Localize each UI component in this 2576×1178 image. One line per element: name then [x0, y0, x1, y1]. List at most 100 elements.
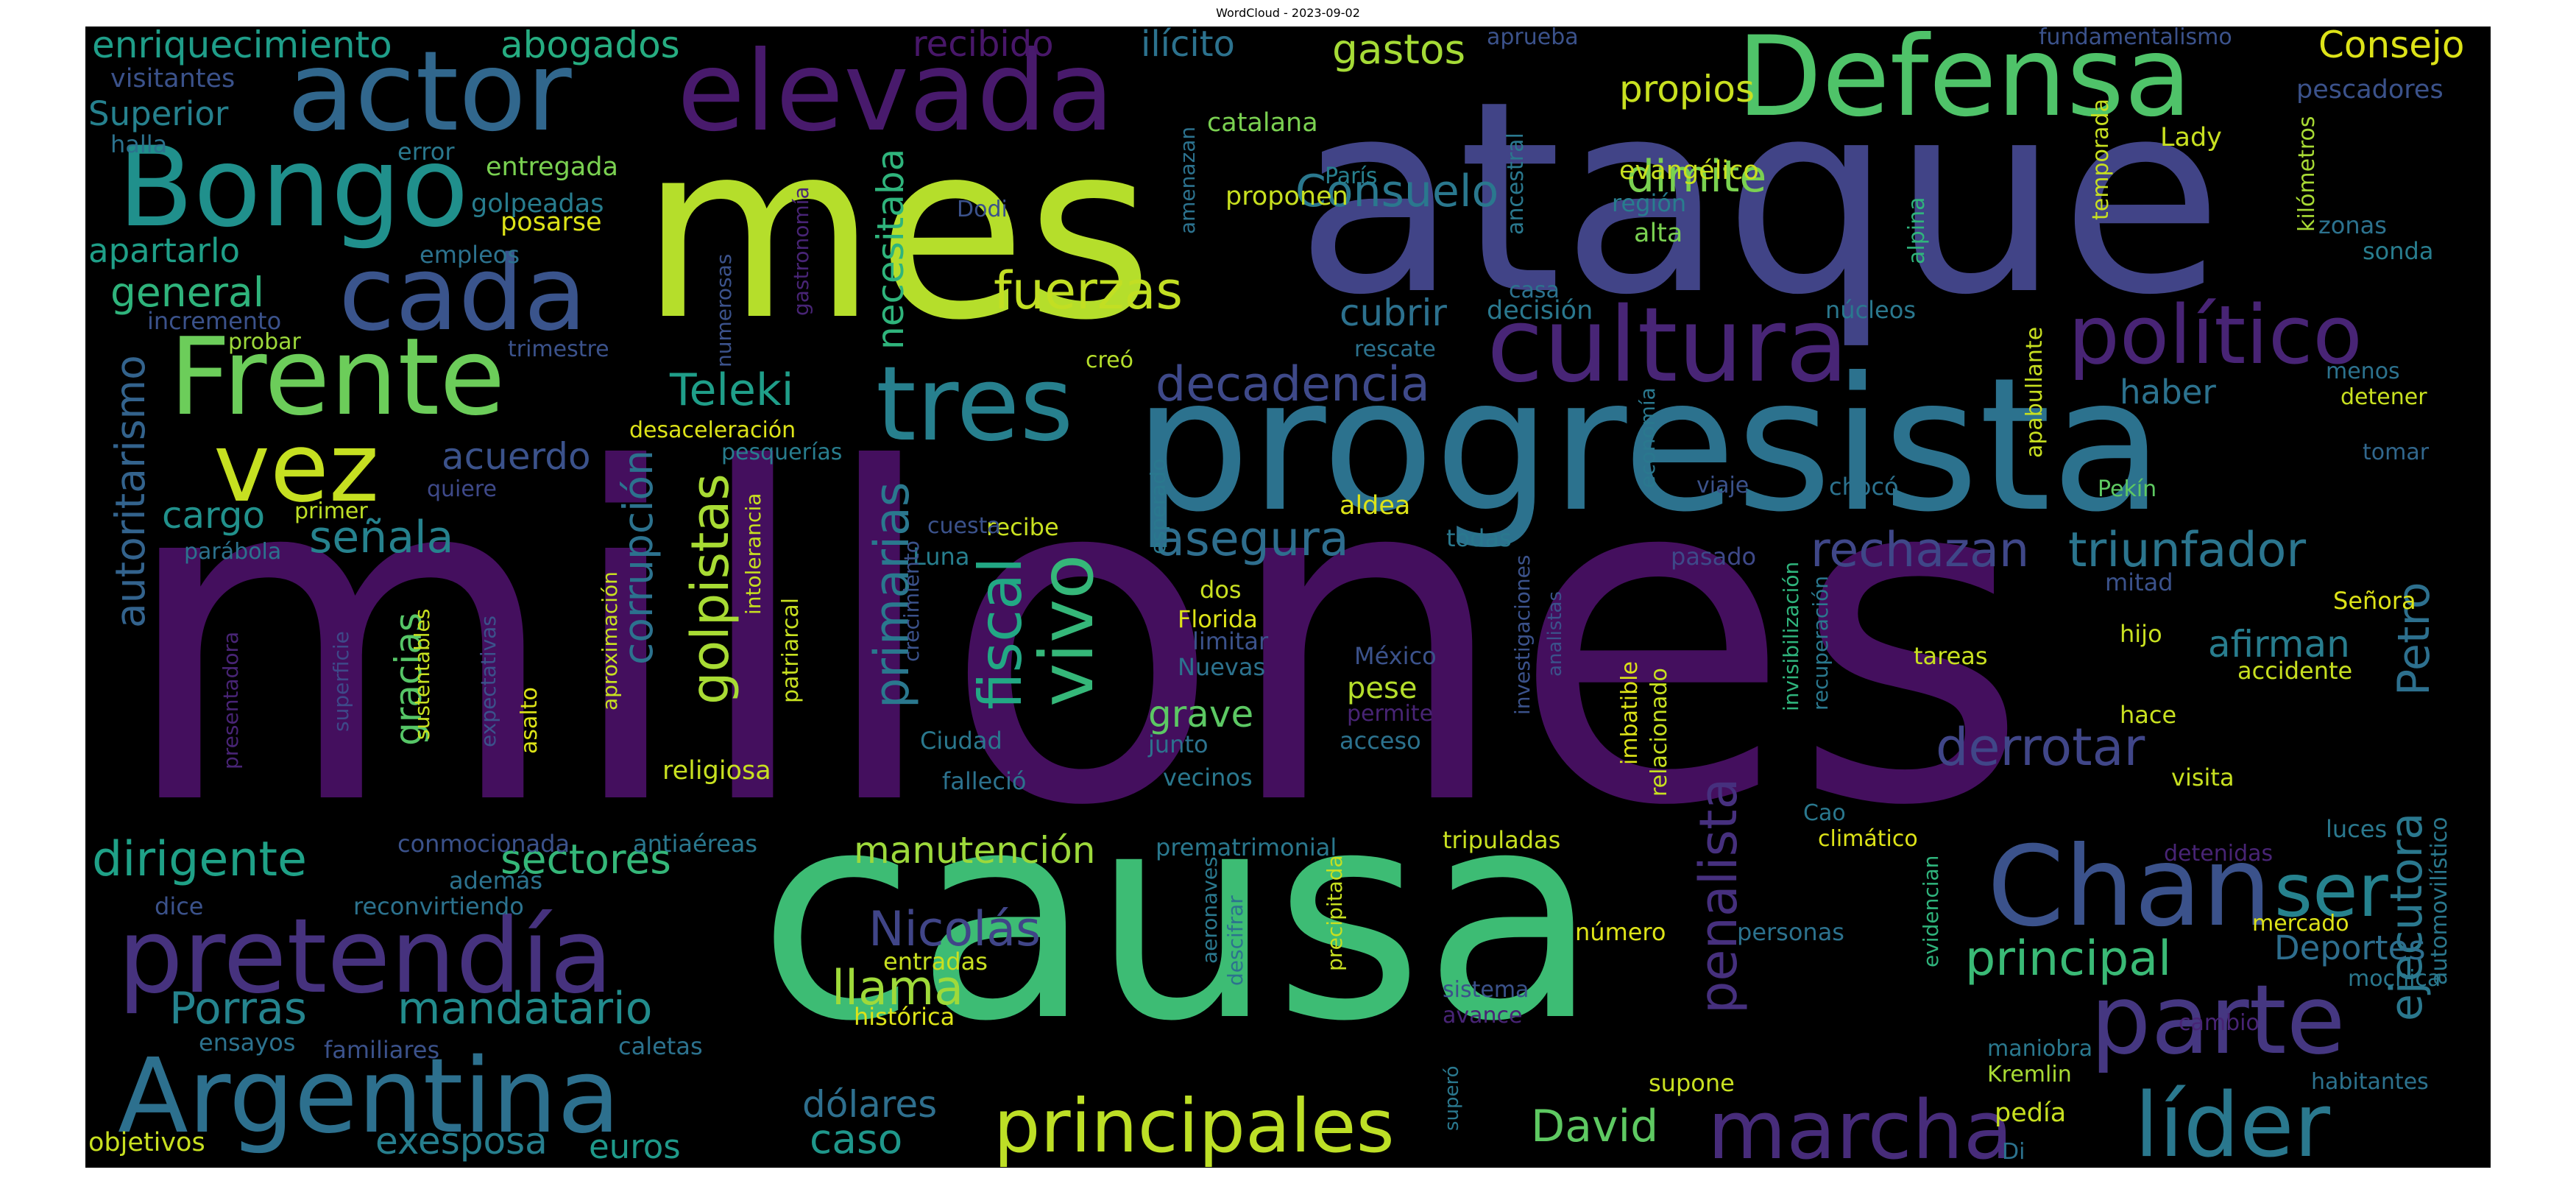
word-79: entregada — [486, 152, 618, 182]
word-112: kilómetros — [2294, 116, 2320, 233]
word-66: cubrir — [1340, 292, 1447, 334]
word-74: fundamentalismo — [2039, 27, 2232, 50]
chart-title: WordCloud - 2023-09-02 — [1216, 6, 1360, 20]
word-8: Bongo — [118, 124, 469, 252]
word-80: golpeadas — [471, 189, 604, 219]
word-113: Lady — [2160, 123, 2222, 152]
word-178: gastronomía — [789, 186, 813, 317]
word-114: zonas — [2318, 211, 2387, 239]
word-174: esperado — [1146, 458, 1170, 555]
word-108: alpina — [1904, 197, 1930, 265]
word-158: México — [1354, 642, 1437, 670]
word-88: quiere — [427, 476, 497, 502]
word-42: Teleki — [670, 364, 794, 416]
word-186: superficie — [329, 631, 353, 732]
word-73: ilícito — [1141, 27, 1235, 65]
word-22: principales — [994, 1083, 1395, 1168]
word-175: crecimiento — [899, 540, 924, 663]
word-122: economía — [1635, 387, 1660, 489]
word-106: alta — [1634, 219, 1683, 248]
word-170: prematrimonial — [1156, 833, 1337, 861]
word-145: invisibilización — [1779, 562, 1803, 712]
word-131: luces — [2326, 815, 2388, 843]
word-64: Superior — [88, 94, 229, 133]
word-34: penalista — [1688, 777, 1749, 1014]
word-31: derrotar — [1936, 717, 2145, 777]
word-135: cambio — [2179, 1010, 2260, 1036]
word-6: elevada — [677, 28, 1115, 156]
word-77: halla — [110, 130, 168, 158]
word-153: personas — [1737, 918, 1844, 946]
word-17: Chan — [1987, 823, 2272, 951]
word-143: Cao — [1803, 800, 1846, 826]
word-167: vecinos — [1163, 763, 1253, 791]
word-72: recibido — [913, 27, 1054, 65]
word-52: Porras — [169, 983, 308, 1034]
word-104: evangélico — [1619, 156, 1759, 186]
word-11: vez — [213, 412, 380, 523]
word-50: dirigente — [92, 832, 308, 887]
word-141: pedía — [1995, 1098, 2067, 1128]
word-cloud: millones causa mes ataque progresista Defensa… — [85, 27, 2491, 1168]
word-188: conmocionada — [397, 830, 570, 858]
word-94: aldea — [1340, 491, 1411, 521]
word-138: evidencian — [1919, 855, 1943, 967]
word-97: París — [1325, 163, 1378, 189]
word-173: descifrar — [1223, 895, 1248, 986]
word-137: automovilístico — [2427, 817, 2452, 985]
word-109: apabullante — [2022, 326, 2048, 458]
word-191: reconvirtiendo — [353, 892, 524, 920]
word-21: marcha — [1708, 1083, 2013, 1168]
word-120: viaje — [1696, 473, 1749, 498]
word-15: pretendía — [118, 897, 613, 1017]
word-71: haber — [2120, 373, 2216, 412]
word-154: sistema — [1443, 977, 1529, 1003]
word-46: autoritarismo — [107, 355, 154, 629]
word-179: intolerancia — [741, 493, 765, 615]
word-89: primer — [294, 498, 368, 524]
word-4: progresista — [1133, 338, 2164, 552]
word-70: necesitaba — [869, 148, 912, 350]
word-1: causa — [758, 750, 1599, 1084]
word-115: sonda — [2363, 237, 2434, 265]
word-182: aproximación — [598, 571, 622, 710]
word-156: supone — [1649, 1069, 1735, 1097]
word-30: triunfador — [2068, 523, 2307, 578]
word-67: grave — [1148, 693, 1254, 736]
word-134: mochica — [2348, 966, 2441, 992]
word-24: vivo — [1024, 554, 1110, 707]
word-36: Consuelo — [1295, 166, 1499, 217]
word-101: rescate — [1354, 336, 1436, 362]
word-139: maniobra — [1987, 1036, 2093, 1062]
word-129: hace — [2120, 701, 2177, 729]
word-37: dimite — [1627, 151, 1767, 202]
word-133: mercado — [2252, 911, 2349, 937]
word-23: fuerzas — [994, 261, 1183, 321]
word-107: ancestral — [1503, 132, 1529, 235]
word-29: rechazan — [1811, 523, 2030, 578]
word-90: parábola — [184, 539, 282, 565]
word-28: asegura — [1156, 512, 1349, 567]
word-144: climático — [1818, 826, 1918, 852]
word-60: exesposa — [375, 1120, 548, 1163]
word-27: decadencia — [1156, 357, 1430, 412]
word-189: además — [449, 867, 543, 895]
word-16: Argentina — [118, 1037, 620, 1157]
word-61: euros — [589, 1127, 681, 1166]
word-190: antiaéreas — [633, 830, 758, 858]
word-165: dos — [1200, 576, 1242, 604]
word-86: desaceleración — [629, 417, 796, 443]
word-132: detenidas — [2164, 841, 2274, 867]
word-7: actor — [287, 28, 572, 156]
word-100: creó — [1086, 348, 1133, 373]
word-81: posarse — [500, 208, 602, 237]
word-184: expectativas — [476, 615, 500, 747]
word-193: entradas — [883, 948, 988, 976]
word-199: aprueba — [1487, 27, 1579, 50]
word-102: casa — [1509, 278, 1560, 303]
word-39: propios — [1619, 68, 1755, 110]
word-47: corrupción — [615, 449, 662, 665]
word-157: superó — [1441, 1065, 1463, 1131]
word-58: caso — [810, 1115, 903, 1163]
word-53: mandatario — [397, 983, 653, 1034]
